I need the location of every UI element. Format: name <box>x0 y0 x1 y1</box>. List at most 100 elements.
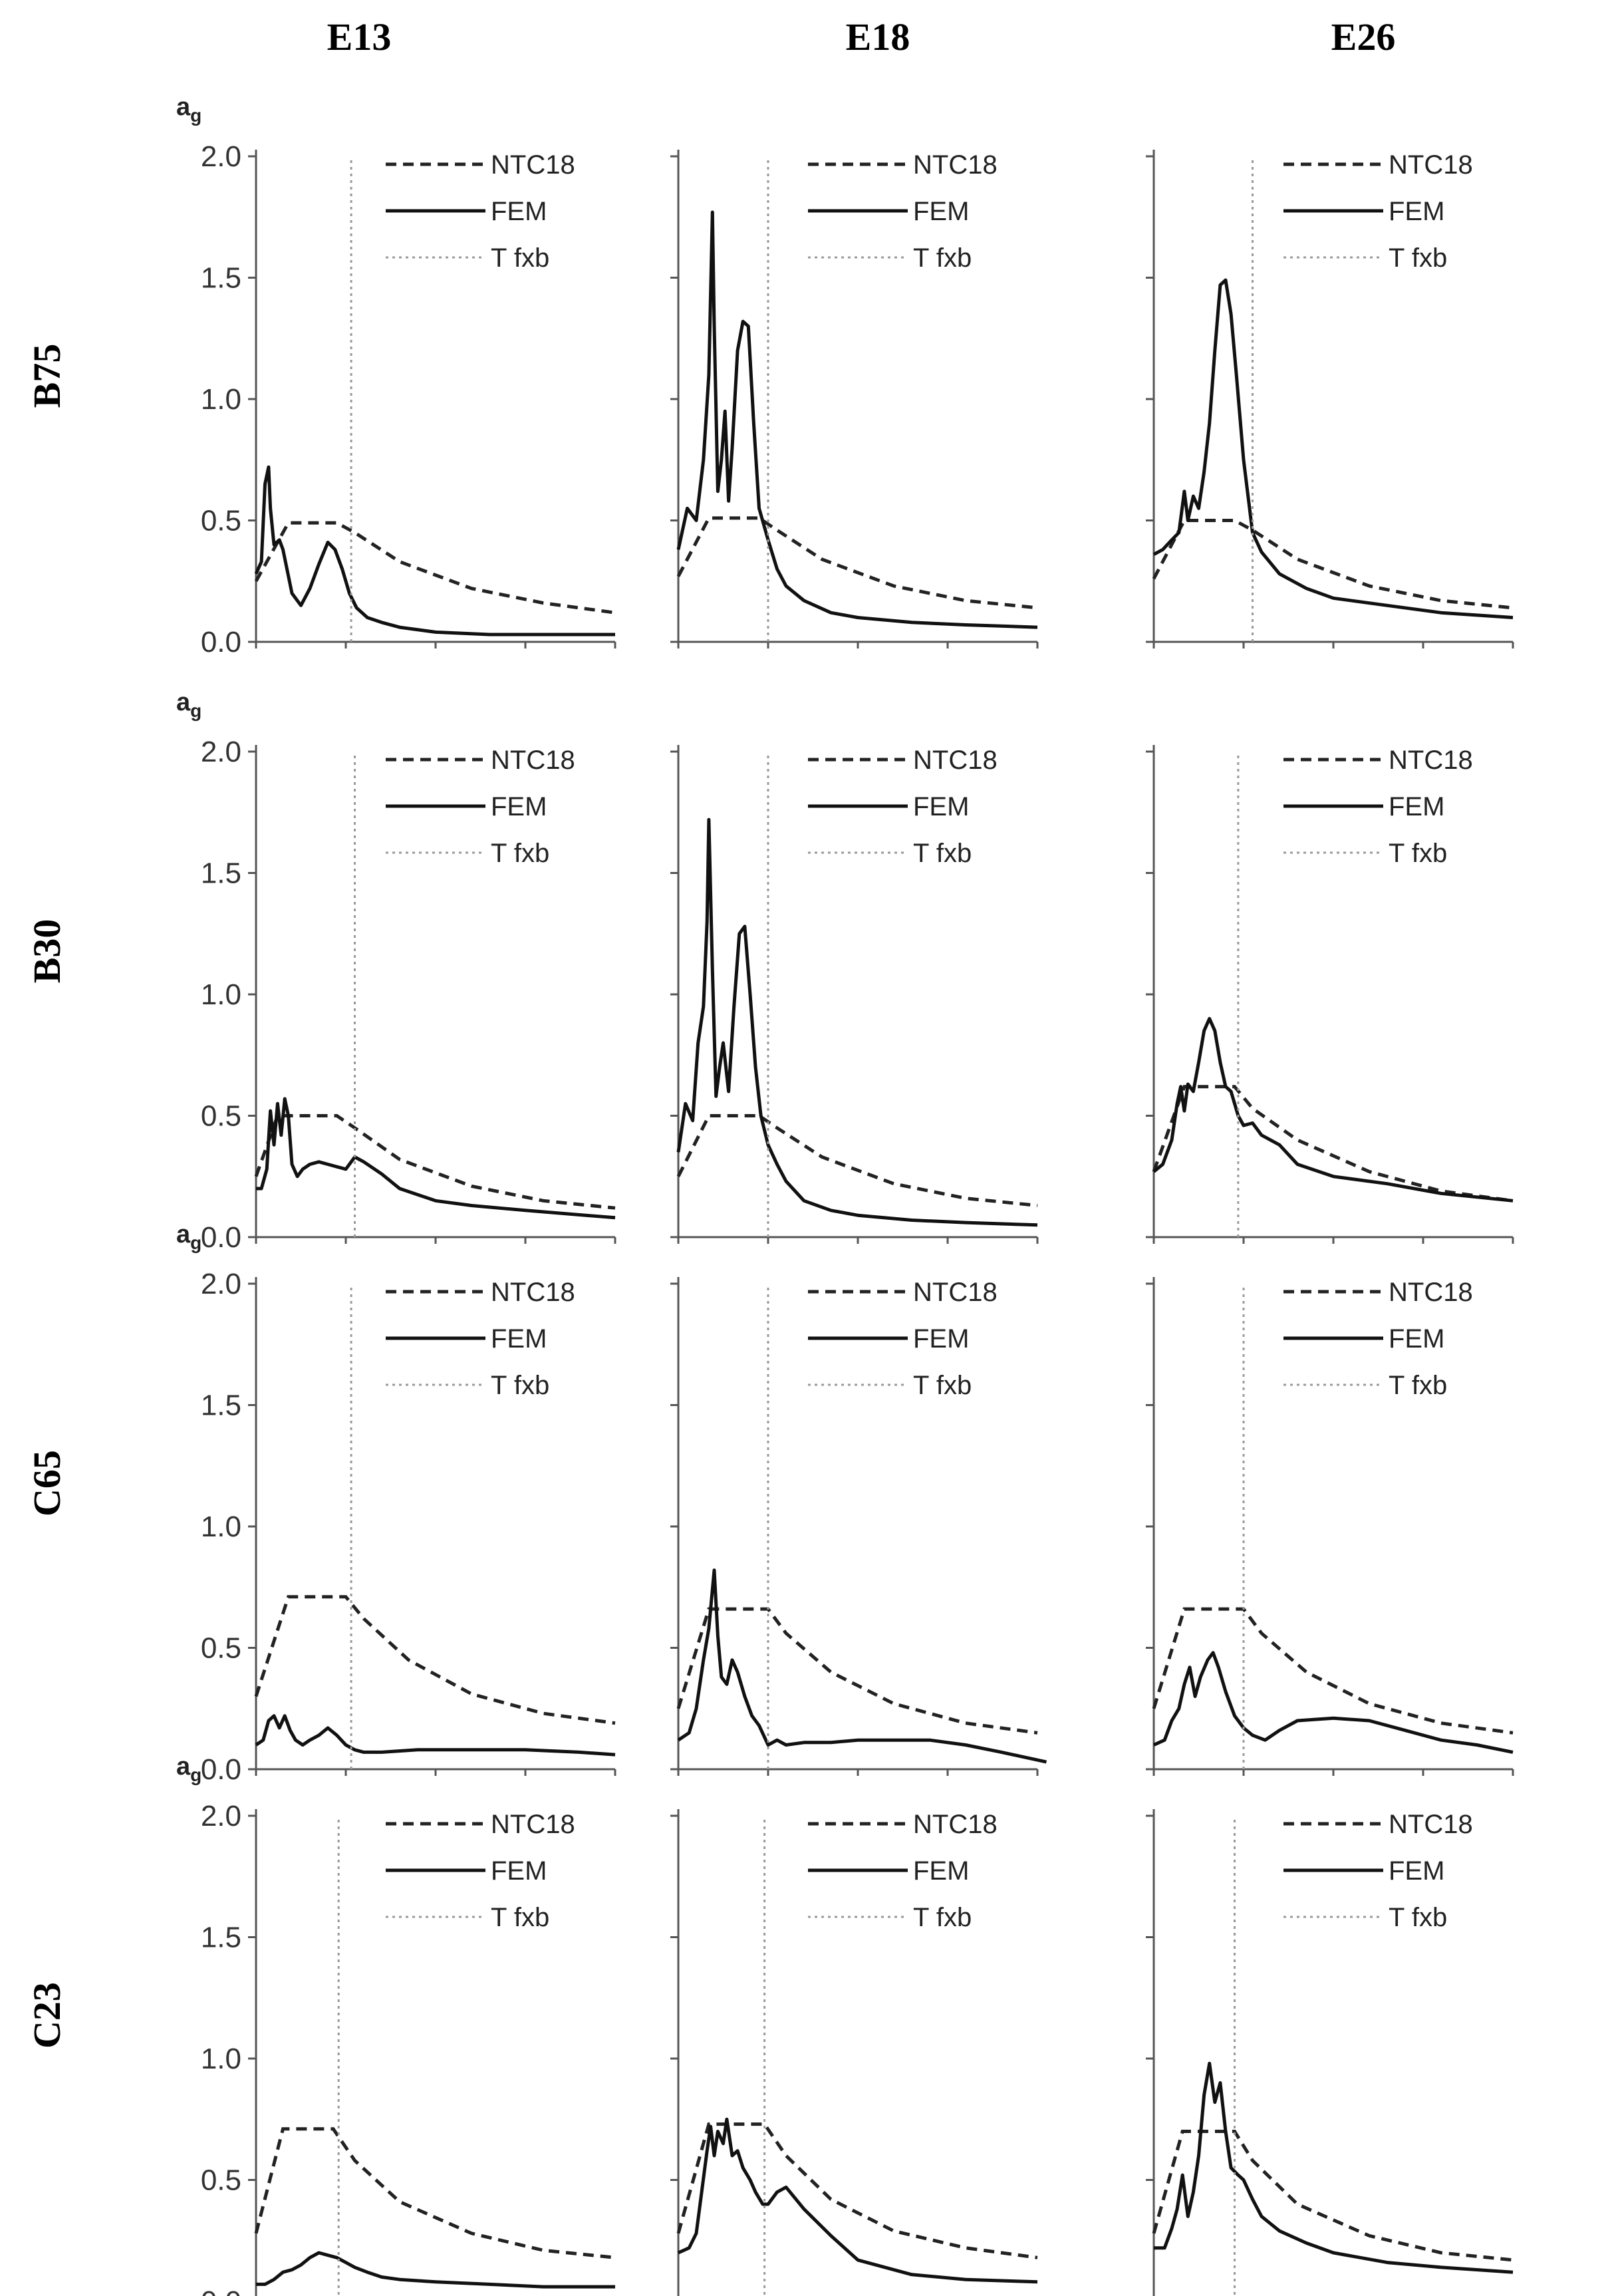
legend-fem-label: FEM <box>913 197 969 226</box>
legend-tfxb-label: T fxb <box>1389 1371 1447 1400</box>
y-tick-label: 0.0 <box>201 1221 241 1254</box>
legend-tfxb-label: T fxb <box>913 243 972 273</box>
legend-fem-label: FEM <box>491 197 547 226</box>
panel-b75-e18: NTC18 FEM T fxb <box>670 150 1039 648</box>
legend-ntc18-label: NTC18 <box>913 746 998 775</box>
fem-line <box>255 1714 616 1757</box>
ntc18-line <box>676 1114 1038 1207</box>
fem-line <box>1154 2061 1514 2274</box>
y-axis-label-subscript: g <box>190 700 201 721</box>
y-tick-label: 0.5 <box>201 1632 241 1665</box>
legend-ntc18-label: NTC18 <box>491 150 575 180</box>
row-title-b75: B75 <box>25 344 68 408</box>
ntc18-line <box>254 2127 616 2259</box>
legend-tfxb-label: T fxb <box>913 839 972 868</box>
panel-c65-e18: NTC18 FEM T fxb <box>670 1277 1047 1776</box>
y-tick-label: 0.5 <box>201 505 241 537</box>
legend-fem-label: FEM <box>1389 1324 1444 1354</box>
legend-fem-label: FEM <box>491 1856 547 1886</box>
legend-tfxb-label: T fxb <box>491 1903 549 1932</box>
legend-tfxb-label: T fxb <box>1389 243 1447 273</box>
legend-ntc18-label: NTC18 <box>1389 150 1473 180</box>
y-tick-label: 1.5 <box>201 262 241 295</box>
panel-c23-e13: 0.00.51.01.52.0ag0.01.02.0T (s)NTC18FEMT… <box>176 1753 616 2296</box>
row-title-c65: C65 <box>25 1450 68 1516</box>
y-axis-label-subscript: g <box>190 1765 201 1785</box>
y-tick-label: 2.0 <box>201 736 241 768</box>
fem-line <box>677 2117 1038 2284</box>
legend-ntc18-label: NTC18 <box>491 746 575 775</box>
fem-line <box>1152 1017 1514 1203</box>
y-tick-label: 0.0 <box>201 1753 241 1786</box>
ntc18-line <box>254 1114 616 1210</box>
panel-b30-e26: NTC18 FEM T fxb <box>1146 745 1514 1244</box>
y-axis-label: ag <box>176 1753 201 1785</box>
legend-tfxb-label: T fxb <box>491 1371 549 1400</box>
fem-line <box>254 465 615 637</box>
legend-tfxb-label: T fxb <box>1389 1903 1447 1932</box>
legend-ntc18-label: NTC18 <box>913 1278 998 1307</box>
y-tick-label: 0.5 <box>201 2164 241 2197</box>
fem-line <box>1152 1651 1514 1754</box>
legend-fem-label: FEM <box>491 1324 547 1354</box>
legend-fem-label: FEM <box>913 1856 969 1886</box>
y-tick-label: 0.0 <box>201 2285 241 2296</box>
y-tick-label: 1.5 <box>201 1389 241 1422</box>
y-tick-label: 1.0 <box>201 1510 241 1543</box>
ntc18-line <box>254 521 616 615</box>
y-axis-label: ag <box>176 688 201 721</box>
ntc18-line <box>254 1595 616 1725</box>
legend-fem-label: FEM <box>913 792 969 821</box>
fem-line <box>1152 278 1514 619</box>
legend-fem-label: FEM <box>1389 197 1444 226</box>
fem-line <box>677 1568 1047 1764</box>
fem-line <box>256 1097 616 1220</box>
panel-b30-e18: NTC18 FEM T fxb <box>670 745 1039 1244</box>
column-titles: E13 E18 E26 <box>327 15 1396 59</box>
legend-ntc18-label: NTC18 <box>913 1810 998 1839</box>
legend-tfxb-label: T fxb <box>491 839 549 868</box>
legend-tfxb-label: T fxb <box>913 1903 972 1932</box>
legend-ntc18-label: NTC18 <box>1389 1810 1473 1839</box>
legend-tfxb-label: T fxb <box>913 1371 972 1400</box>
legend-fem-label: FEM <box>1389 1856 1444 1886</box>
ntc18-line <box>1152 519 1514 610</box>
column-title-e26: E26 <box>1331 15 1396 59</box>
ntc18-line <box>676 516 1038 610</box>
legend-fem-label: FEM <box>491 792 547 821</box>
legend-ntc18-label: NTC18 <box>491 1278 575 1307</box>
fem-line <box>676 817 1038 1227</box>
y-axis-label: ag <box>176 1220 201 1253</box>
y-axis-label-subscript: g <box>190 105 201 126</box>
panel-b75-e13: 0.0 0.5 1.0 1.5 2.0ag NTC18 FEM T fxb <box>176 93 616 658</box>
row-title-c23: C23 <box>25 1982 68 2049</box>
ntc18-line <box>676 1607 1038 1735</box>
legend-tfxb-label: T fxb <box>491 243 549 273</box>
y-tick-label: 1.0 <box>201 2043 241 2075</box>
y-axis-label: ag <box>176 93 201 126</box>
y-tick-label: 0.0 <box>201 626 241 658</box>
y-tick-label: 1.5 <box>201 857 241 890</box>
column-title-e18: E18 <box>846 15 910 59</box>
fem-line <box>676 210 1038 629</box>
ntc18-line <box>1152 1085 1514 1203</box>
y-axis-label-subscript: g <box>190 1232 201 1253</box>
panel-b75-e26: NTC18 FEM T fxb <box>1146 150 1514 648</box>
ntc18-line <box>1152 1607 1514 1735</box>
ntc18-line <box>1152 2130 1514 2262</box>
legend-ntc18-label: NTC18 <box>913 150 998 180</box>
y-tick-label: 2.0 <box>201 140 241 173</box>
column-title-e13: E13 <box>327 15 392 59</box>
y-tick-label: 1.5 <box>201 1922 241 1954</box>
y-tick-label: 2.0 <box>201 1268 241 1300</box>
legend-fem-label: FEM <box>1389 792 1444 821</box>
legend-tfxb-label: T fxb <box>1389 839 1447 868</box>
y-tick-label: 1.0 <box>201 978 241 1011</box>
panel-c65-e26: NTC18 FEM T fxb <box>1146 1277 1514 1776</box>
row-title-b30: B30 <box>25 919 68 984</box>
